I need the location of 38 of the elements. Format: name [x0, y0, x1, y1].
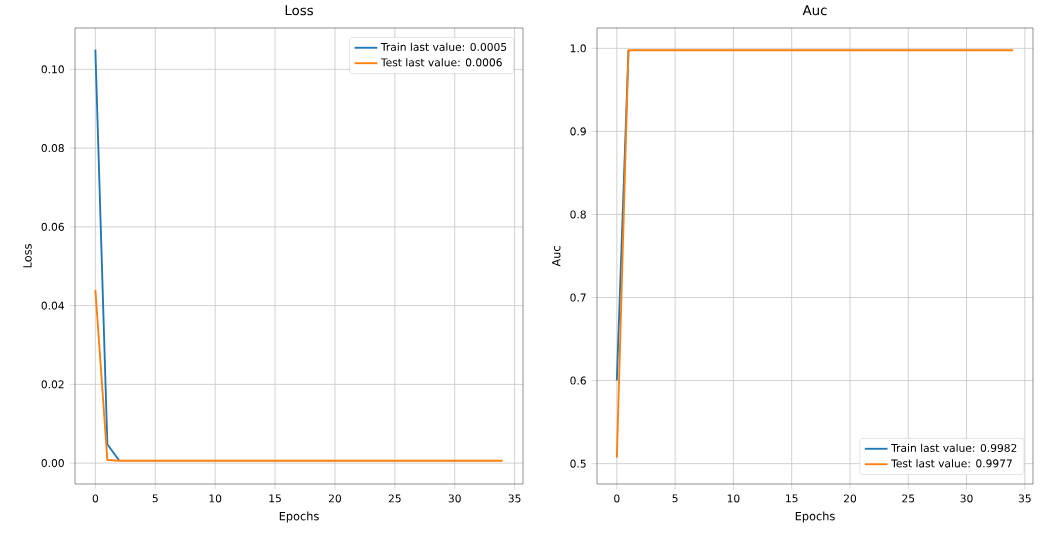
x-tick-label: 10 — [727, 494, 740, 503]
x-tick-label: 0 — [92, 494, 99, 503]
x-tick-label: 20 — [843, 494, 857, 503]
x-tick-label: 5 — [672, 494, 678, 503]
legend-label: Test last value: 0.9977 — [891, 459, 1012, 468]
chart-title: Loss — [285, 5, 313, 16]
x-tick-label: 20 — [328, 494, 342, 503]
x-tick-label: 30 — [448, 494, 461, 503]
y-axis-title: Auc — [552, 246, 561, 267]
y-tick-label: 0.00 — [41, 459, 64, 468]
x-tick-label: 35 — [1018, 494, 1031, 503]
y-tick-label: 1.0 — [570, 44, 586, 53]
y-axis-title: Loss — [23, 244, 32, 268]
y-tick-label: 0.5 — [570, 459, 586, 468]
x-tick-label: 15 — [269, 494, 281, 503]
legend-label: Train last value: 0.0005 — [380, 42, 507, 51]
x-tick-label: 15 — [786, 494, 798, 503]
y-tick-label: 0.9 — [570, 127, 586, 136]
y-tick-label: 0.10 — [41, 65, 64, 74]
x-axis-title: Epochs — [279, 511, 319, 523]
y-tick-label: 0.06 — [41, 222, 64, 231]
x-tick-label: 0 — [614, 494, 620, 503]
y-tick-label: 0.7 — [570, 293, 586, 302]
legend-label: Test last value: 0.0006 — [380, 58, 502, 67]
x-axis-title: Epochs — [795, 511, 835, 523]
chart-title: Auc — [802, 5, 827, 16]
x-tick-label: 35 — [508, 494, 521, 503]
y-tick-label: 0.02 — [41, 380, 64, 389]
y-tick-label: 0.8 — [570, 210, 586, 219]
x-tick-label: 25 — [902, 494, 915, 503]
y-tick-label: 0.6 — [570, 376, 586, 385]
x-tick-label: 30 — [960, 494, 973, 503]
x-tick-label: 5 — [152, 494, 158, 503]
legend-label: Train last value: 0.9982 — [891, 443, 1017, 452]
y-tick-label: 0.04 — [41, 301, 65, 310]
y-tick-label: 0.08 — [41, 144, 64, 153]
x-tick-label: 10 — [209, 494, 222, 503]
x-tick-label: 25 — [388, 494, 401, 503]
